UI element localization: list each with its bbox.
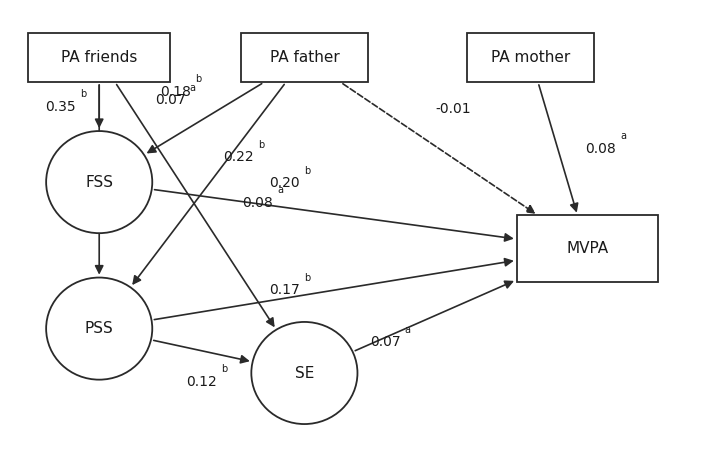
Text: 0.17: 0.17 bbox=[269, 283, 300, 297]
Text: a: a bbox=[190, 82, 196, 92]
Text: b: b bbox=[304, 273, 310, 283]
Ellipse shape bbox=[46, 131, 152, 233]
Text: -0.01: -0.01 bbox=[435, 102, 471, 116]
Text: 0.12: 0.12 bbox=[186, 375, 217, 389]
FancyBboxPatch shape bbox=[240, 34, 368, 82]
Text: PSS: PSS bbox=[84, 321, 113, 336]
Text: 0.07: 0.07 bbox=[155, 93, 186, 107]
Text: 0.08: 0.08 bbox=[585, 142, 616, 156]
Text: 0.35: 0.35 bbox=[45, 100, 76, 114]
Text: b: b bbox=[196, 74, 201, 85]
Ellipse shape bbox=[46, 278, 152, 380]
Text: 0.18: 0.18 bbox=[160, 85, 191, 99]
Text: a: a bbox=[405, 325, 411, 335]
Text: 0.08: 0.08 bbox=[243, 196, 273, 210]
Text: PA mother: PA mother bbox=[491, 50, 570, 65]
Text: b: b bbox=[80, 89, 86, 99]
Text: b: b bbox=[304, 166, 310, 176]
Text: SE: SE bbox=[295, 366, 314, 381]
Text: b: b bbox=[222, 365, 227, 375]
Text: MVPA: MVPA bbox=[566, 241, 609, 256]
Text: 0.22: 0.22 bbox=[223, 150, 253, 164]
FancyBboxPatch shape bbox=[28, 34, 170, 82]
Text: PA father: PA father bbox=[269, 50, 339, 65]
Text: PA friends: PA friends bbox=[61, 50, 137, 65]
Text: a: a bbox=[277, 185, 283, 195]
FancyBboxPatch shape bbox=[467, 34, 594, 82]
Text: a: a bbox=[620, 131, 626, 141]
Text: 0.07: 0.07 bbox=[370, 335, 401, 349]
Text: 0.20: 0.20 bbox=[269, 176, 300, 190]
Text: FSS: FSS bbox=[85, 174, 113, 190]
Text: b: b bbox=[258, 140, 264, 149]
Ellipse shape bbox=[251, 322, 357, 424]
FancyBboxPatch shape bbox=[517, 216, 658, 282]
